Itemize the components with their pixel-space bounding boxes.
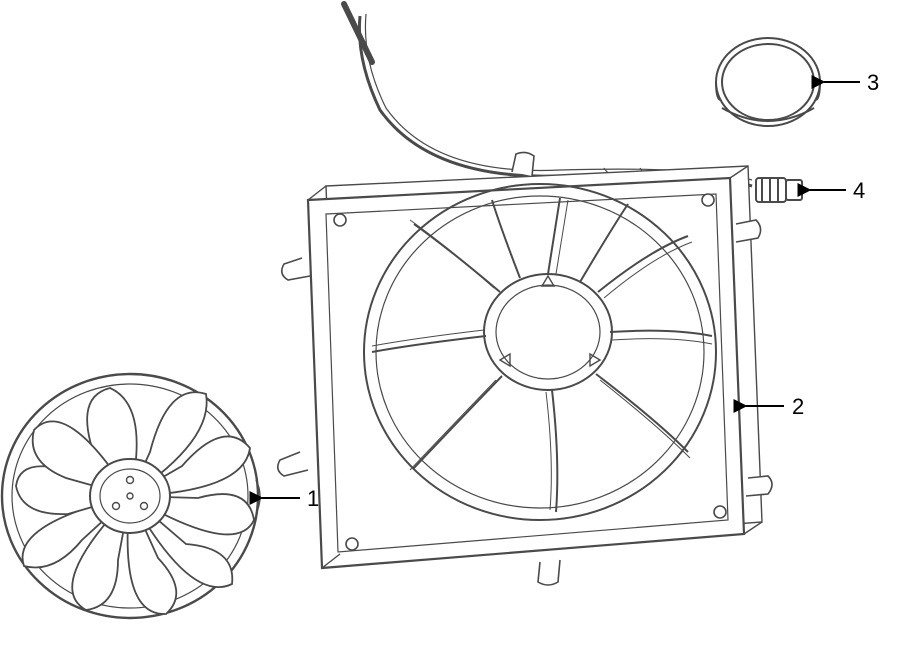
callout-1-label: 1 [307, 486, 319, 512]
callout-3-label: 3 [867, 70, 879, 96]
diagram-svg [0, 0, 900, 661]
parts-diagram: 1 2 3 4 [0, 0, 900, 661]
part-fan-motor [2, 374, 260, 618]
callout-4-label: 4 [853, 178, 865, 204]
callout-2-label: 2 [792, 394, 804, 420]
part-seal-ring [716, 38, 820, 126]
part-fan-shroud [278, 152, 772, 585]
